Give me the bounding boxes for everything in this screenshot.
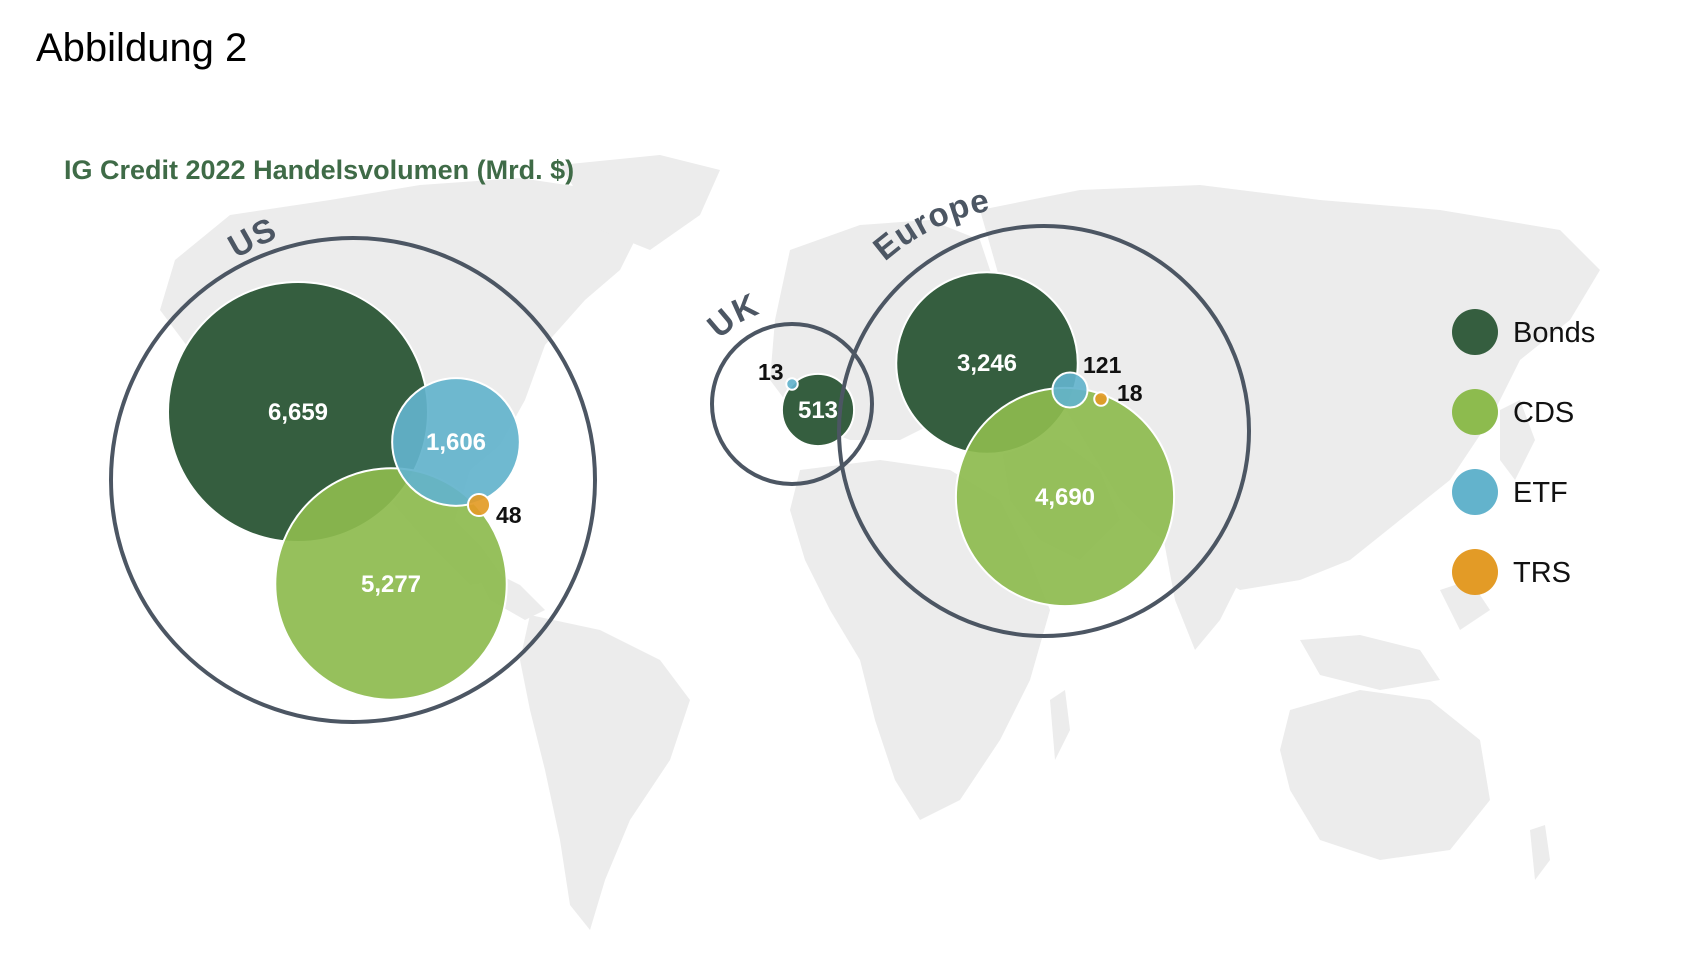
value-label-uk-bonds: 513 bbox=[798, 397, 838, 424]
value-label-europe-etf: 121 bbox=[1083, 352, 1122, 378]
legend-label-bonds: Bonds bbox=[1513, 317, 1595, 349]
bubble-us-trs bbox=[468, 494, 490, 516]
bubble-europe-trs bbox=[1094, 392, 1108, 406]
chart-title: IG Credit 2022 Handelsvolumen (Mrd. $) bbox=[64, 155, 574, 185]
value-label-us-etf: 1,606 bbox=[426, 429, 486, 456]
value-label-europe-trs: 18 bbox=[1117, 380, 1143, 406]
value-label-europe-bonds: 3,246 bbox=[957, 350, 1017, 377]
value-label-us-bonds: 6,659 bbox=[268, 399, 328, 426]
legend-swatch-etf bbox=[1452, 469, 1498, 515]
value-label-europe-cds: 4,690 bbox=[1035, 484, 1095, 511]
bubble-uk-etf bbox=[786, 378, 797, 389]
value-label-us-cds: 5,277 bbox=[361, 571, 421, 598]
legend-label-etf: ETF bbox=[1513, 477, 1568, 509]
legend-label-trs: TRS bbox=[1513, 557, 1571, 589]
legend-swatch-bonds bbox=[1452, 309, 1498, 355]
region-label-uk: UK bbox=[700, 286, 764, 345]
value-label-uk-etf: 13 bbox=[758, 359, 784, 385]
legend-label-cds: CDS bbox=[1513, 397, 1574, 429]
legend-item-trs: TRS bbox=[1452, 549, 1571, 595]
legend-item-etf: ETF bbox=[1452, 469, 1568, 515]
legend-item-cds: CDS bbox=[1452, 389, 1574, 435]
value-label-us-trs: 48 bbox=[496, 502, 522, 528]
legend-swatch-trs bbox=[1452, 549, 1498, 595]
legend-swatch-cds bbox=[1452, 389, 1498, 435]
